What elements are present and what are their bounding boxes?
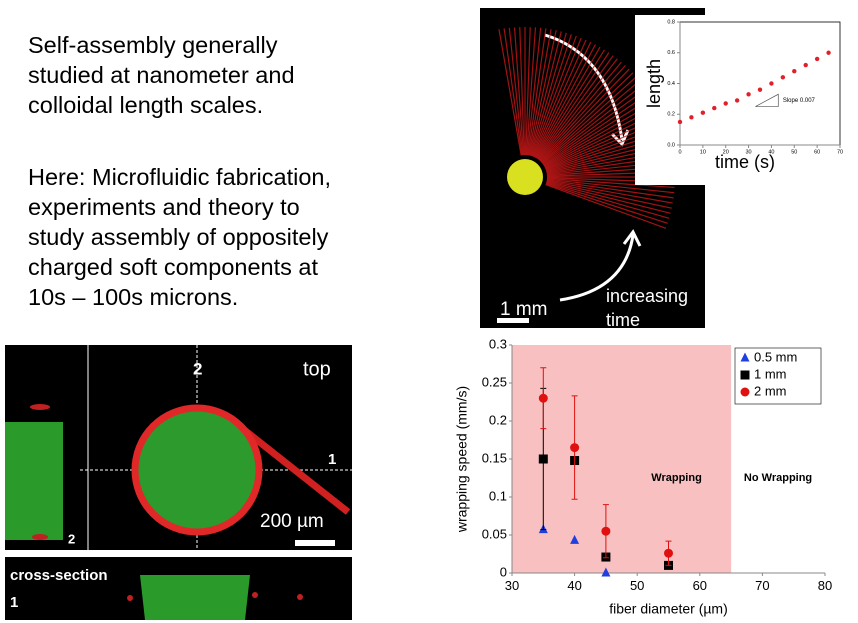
- fan-image: [480, 8, 852, 328]
- y-tick-label: 0.2: [489, 412, 507, 427]
- x-tick-label: 50: [791, 149, 797, 155]
- y-tick-label: 0.15: [482, 450, 507, 465]
- region-label: No Wrapping: [744, 472, 812, 484]
- marker: [781, 75, 785, 79]
- x-tick-label: 70: [837, 149, 843, 155]
- image-label: increasing: [606, 286, 688, 306]
- marker: [826, 51, 830, 55]
- y-tick-label: 0.0: [667, 142, 675, 148]
- marker: [664, 549, 673, 558]
- legend-label: 0.5 mm: [754, 349, 797, 364]
- x-axis-label: time (s): [715, 152, 775, 172]
- image-label: time: [606, 310, 640, 330]
- marker: [712, 106, 716, 110]
- y-tick-label: 0.4: [667, 81, 675, 87]
- marker: [792, 69, 796, 73]
- marker: [570, 443, 579, 452]
- x-tick-label: 10: [700, 149, 706, 155]
- image-label: top: [303, 358, 331, 380]
- image-label: 1: [10, 594, 18, 611]
- marker: [804, 63, 808, 67]
- marker: [539, 455, 548, 464]
- x-tick-label: 80: [818, 578, 832, 593]
- x-tick-label: 50: [630, 578, 644, 593]
- y-axis-label: length: [644, 59, 664, 108]
- legend-label: 2 mm: [754, 383, 787, 398]
- slide: Self-assembly generallystudied at nanome…: [0, 0, 858, 623]
- image-label: 1 mm: [500, 299, 548, 320]
- x-tick-label: 60: [814, 149, 820, 155]
- y-tick-label: 0.3: [489, 336, 507, 351]
- x-tick-label: 30: [505, 578, 519, 593]
- marker: [735, 98, 739, 102]
- image-label: cross-section: [10, 567, 108, 584]
- marker: [678, 120, 682, 124]
- image-label: 200 µm: [260, 511, 324, 532]
- legend-label: 1 mm: [754, 366, 787, 381]
- y-tick-label: 0.25: [482, 374, 507, 389]
- figures: top 2 1 200 µm 2 cross-section 1 1 mm increasing…: [0, 0, 858, 623]
- marker: [539, 394, 548, 403]
- y-tick-label: 0.8: [667, 19, 675, 25]
- y-tick-label: 0.2: [667, 112, 675, 118]
- marker: [741, 388, 750, 397]
- image-label: 2: [193, 359, 202, 378]
- x-tick-label: 70: [755, 578, 769, 593]
- marker: [741, 371, 750, 380]
- marker: [724, 101, 728, 105]
- image-label: 2: [68, 531, 75, 546]
- marker: [601, 527, 610, 536]
- y-tick-label: 0.05: [482, 526, 507, 541]
- marker: [815, 57, 819, 61]
- marker: [701, 111, 705, 115]
- x-tick-label: 40: [567, 578, 581, 593]
- marker: [769, 81, 773, 85]
- region-label: Wrapping: [651, 472, 702, 484]
- annotation: Slope 0.007: [783, 98, 816, 104]
- y-tick-label: 0.1: [489, 488, 507, 503]
- marker: [758, 87, 762, 91]
- marker: [746, 92, 750, 96]
- image-label: 1: [328, 451, 336, 468]
- x-axis-label: fiber diameter (µm): [609, 601, 728, 617]
- y-axis-label: wrapping speed (mm/s): [454, 386, 470, 533]
- y-tick-label: 0.6: [667, 50, 675, 56]
- x-tick-label: 60: [693, 578, 707, 593]
- marker: [689, 115, 693, 119]
- x-tick-label: 0: [678, 149, 681, 155]
